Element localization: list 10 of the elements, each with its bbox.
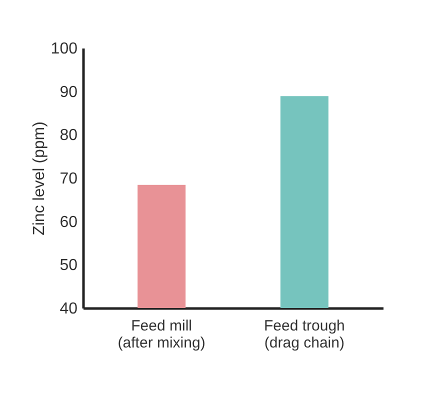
y-tick-label: 60 (60, 214, 78, 231)
y-tick-label: 70 (60, 170, 78, 188)
y-tick-label: 100 (50, 40, 78, 58)
y-tick-label: 80 (60, 127, 78, 144)
x-tick-label: Feed trough (drag chain) (264, 318, 345, 352)
y-tick-label: 40 (60, 300, 78, 318)
y-tick-label: 50 (60, 257, 78, 274)
x-tick-label: Feed mill (after mixing) (118, 318, 206, 352)
y-tick-label: 90 (60, 84, 78, 101)
y-axis-title: Zinc level (ppm) (30, 122, 48, 236)
